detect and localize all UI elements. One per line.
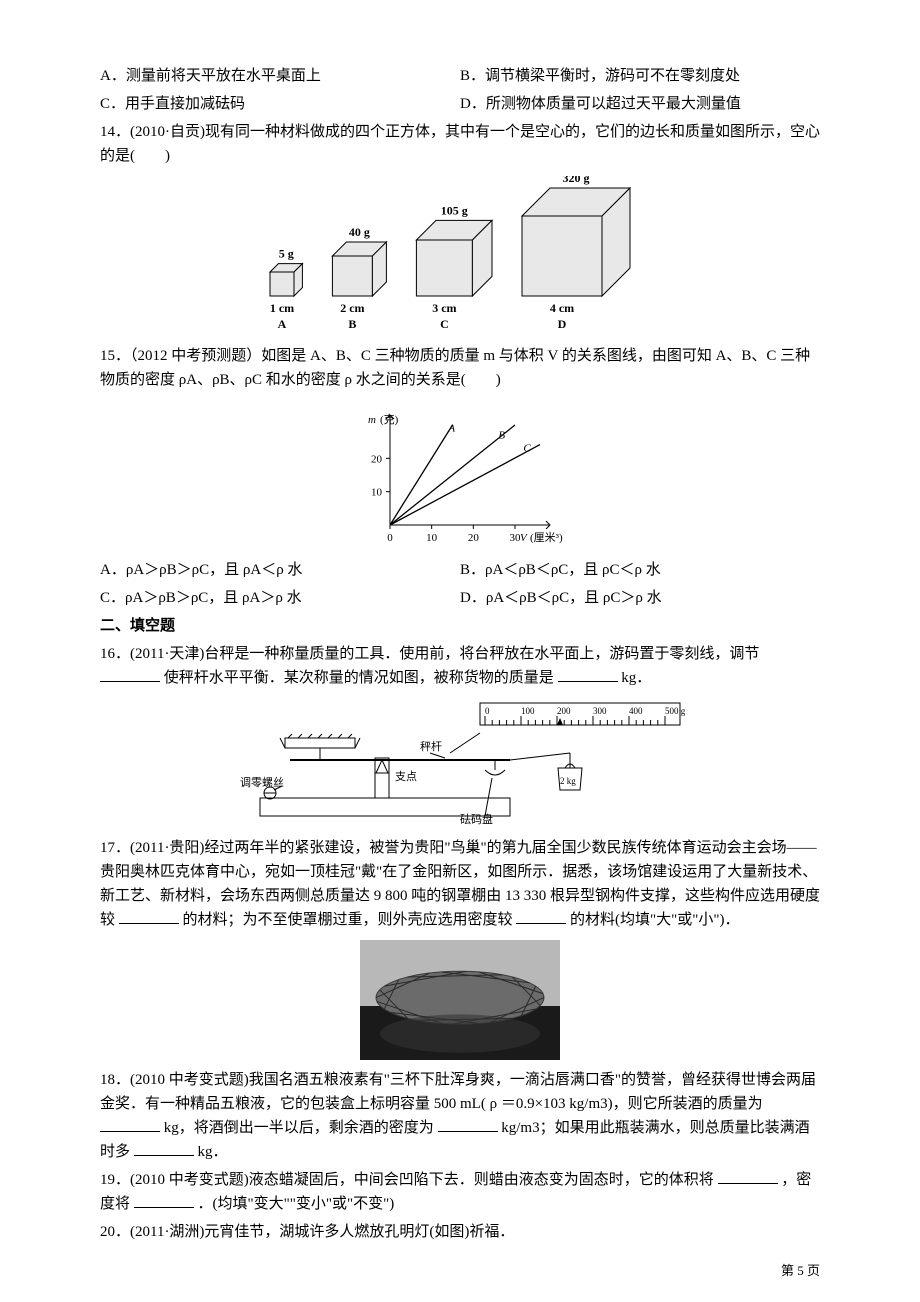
q17-blank1 [119, 909, 179, 924]
svg-text:5 g: 5 g [279, 247, 294, 261]
page-footer: 第 5 页 [781, 1261, 820, 1282]
q17-figure [100, 940, 820, 1060]
q15-text: 15．（2012 中考预测题）如图是 A、B、C 三种物质的质量 m 与体积 V… [100, 344, 820, 392]
q16-prefix: 16．(2011·天津)台秤是一种称量质量的工具．使用前，将台秤放在水平面上，游… [100, 646, 759, 662]
section2-title: 二、填空题 [100, 614, 820, 638]
svg-text:C: C [440, 317, 449, 331]
svg-text:V: V [520, 532, 528, 544]
q14-text: 14．(2010·自贡)现有同一种材料做成的四个正方体，其中有一个是空心的，它们… [100, 120, 820, 168]
q17: 17．(2011·贵阳)经过两年半的紧张建设，被誉为贵阳"鸟巢"的第九届全国少数… [100, 836, 820, 932]
svg-text:(克): (克) [380, 413, 399, 426]
q13-opt-d: D．所测物体质量可以超过天平最大测量值 [460, 92, 820, 116]
q18-blank1 [100, 1117, 160, 1132]
q18-p2: kg，将酒倒出一半以后，剩余酒的密度为 [164, 1120, 434, 1136]
svg-text:0: 0 [485, 706, 490, 716]
svg-text:2 kg: 2 kg [560, 776, 576, 786]
q18-blank2 [438, 1117, 498, 1132]
q18-p4: kg． [198, 1144, 228, 1160]
q18: 18．(2010 中考变式题)我国名酒五粮液素有"三杯下肚浑身爽，一滴沾唇满口香… [100, 1068, 820, 1164]
svg-text:B: B [348, 317, 356, 331]
q14-cubes-svg: 5 g 1 cm A 40 g 2 cm B 105 g 3 cm C 320 g 4 cm D [250, 176, 670, 336]
svg-text:320 g: 320 g [563, 176, 590, 185]
q19: 19．(2010 中考变式题)液态蜡凝固后，中间会凹陷下去．则蜡由液态变为固态时… [100, 1168, 820, 1216]
svg-text:400: 400 [629, 706, 643, 716]
svg-text:40 g: 40 g [349, 225, 370, 239]
svg-text:支点: 支点 [395, 770, 417, 783]
q19-p3: ．(均填"变大""变小"或"不变") [198, 1196, 395, 1212]
q15-opts-row1: A．ρA＞ρB＞ρC，且 ρA＜ρ 水 B．ρA＜ρB＜ρC，且 ρC＜ρ 水 [100, 558, 820, 582]
q16: 16．(2011·天津)台秤是一种称量质量的工具．使用前，将台秤放在水平面上，游… [100, 642, 820, 690]
q20-text: 20．(2011·湖洲)元宵佳节，湖城许多人燃放孔明灯(如图)祈福． [100, 1220, 820, 1244]
svg-text:A: A [278, 317, 287, 331]
q15-opt-d: D．ρA＜ρB＜ρC，且 ρC＞ρ 水 [460, 586, 820, 610]
svg-text:1 cm: 1 cm [270, 301, 294, 315]
q19-blank2 [134, 1193, 194, 1208]
svg-text:A: A [447, 423, 455, 435]
q17-suffix: 的材料(均填"大"或"小")． [570, 912, 739, 928]
svg-text:3 cm: 3 cm [432, 301, 456, 315]
q15-opt-c: C．ρA＞ρB＞ρC，且 ρA＞ρ 水 [100, 586, 460, 610]
q18-blank3 [134, 1141, 194, 1156]
svg-text:4 cm: 4 cm [550, 301, 574, 315]
svg-text:B: B [498, 429, 505, 441]
q16-scale-svg: 0 100 200 300 400 500 g 秤杆支点 调零螺丝砝码盘 2 kg [230, 698, 690, 828]
q17-photo-svg [360, 940, 560, 1060]
q18-p1: 18．(2010 中考变式题)我国名酒五粮液素有"三杯下肚浑身爽，一滴沾唇满口香… [100, 1072, 816, 1112]
svg-text:100: 100 [521, 706, 535, 716]
q15-opt-a: A．ρA＞ρB＞ρC，且 ρA＜ρ 水 [100, 558, 460, 582]
q16-mid: 使秤杆水平平衡．某次称量的情况如图，被称货物的质量是 [164, 670, 554, 686]
svg-text:20: 20 [371, 453, 383, 465]
q13-opt-a: A．测量前将天平放在水平桌面上 [100, 64, 460, 88]
q13-opt-b: B．调节横梁平衡时，游码可不在零刻度处 [460, 64, 820, 88]
svg-text:秤杆: 秤杆 [420, 739, 442, 753]
q15-graph-svg: 01020301020m(克)V(厘米³)ABC [345, 400, 575, 550]
q14-figure: 5 g 1 cm A 40 g 2 cm B 105 g 3 cm C 320 g 4 cm D [100, 176, 820, 336]
svg-text:砝码盘: 砝码盘 [460, 812, 493, 826]
svg-text:调零螺丝: 调零螺丝 [240, 776, 284, 789]
svg-text:C: C [523, 443, 531, 455]
svg-text:300: 300 [593, 706, 607, 716]
svg-text:0: 0 [387, 532, 393, 544]
q15-opt-b: B．ρA＜ρB＜ρC，且 ρC＜ρ 水 [460, 558, 820, 582]
svg-text:m: m [368, 414, 376, 426]
q13-options-row1: A．测量前将天平放在水平桌面上 B．调节横梁平衡时，游码可不在零刻度处 [100, 64, 820, 88]
q19-p1: 19．(2010 中考变式题)液态蜡凝固后，中间会凹陷下去．则蜡由液态变为固态时… [100, 1172, 714, 1188]
svg-text:200: 200 [557, 706, 571, 716]
q15-figure: 01020301020m(克)V(厘米³)ABC [100, 400, 820, 550]
q17-mid: 的材料；为不至使罩棚过重，则外壳应选用密度较 [183, 912, 513, 928]
q16-suffix: kg． [621, 670, 651, 686]
svg-text:20: 20 [468, 532, 480, 544]
svg-text:10: 10 [371, 487, 383, 499]
svg-text:10: 10 [426, 532, 438, 544]
svg-text:2 cm: 2 cm [340, 301, 364, 315]
svg-text:(厘米³): (厘米³) [530, 531, 563, 544]
q15-opts-row2: C．ρA＞ρB＞ρC，且 ρA＞ρ 水 D．ρA＜ρB＜ρC，且 ρC＞ρ 水 [100, 586, 820, 610]
svg-text:105 g: 105 g [441, 203, 468, 217]
q16-blank2 [558, 667, 618, 682]
svg-text:D: D [558, 317, 567, 331]
q19-blank1 [718, 1169, 778, 1184]
q16-figure: 0 100 200 300 400 500 g 秤杆支点 调零螺丝砝码盘 2 kg [100, 698, 820, 828]
svg-text:500 g: 500 g [665, 706, 686, 716]
q13-options-row2: C．用手直接加减砝码 D．所测物体质量可以超过天平最大测量值 [100, 92, 820, 116]
q13-opt-c: C．用手直接加减砝码 [100, 92, 460, 116]
q17-blank2 [516, 909, 566, 924]
q16-blank1 [100, 667, 160, 682]
